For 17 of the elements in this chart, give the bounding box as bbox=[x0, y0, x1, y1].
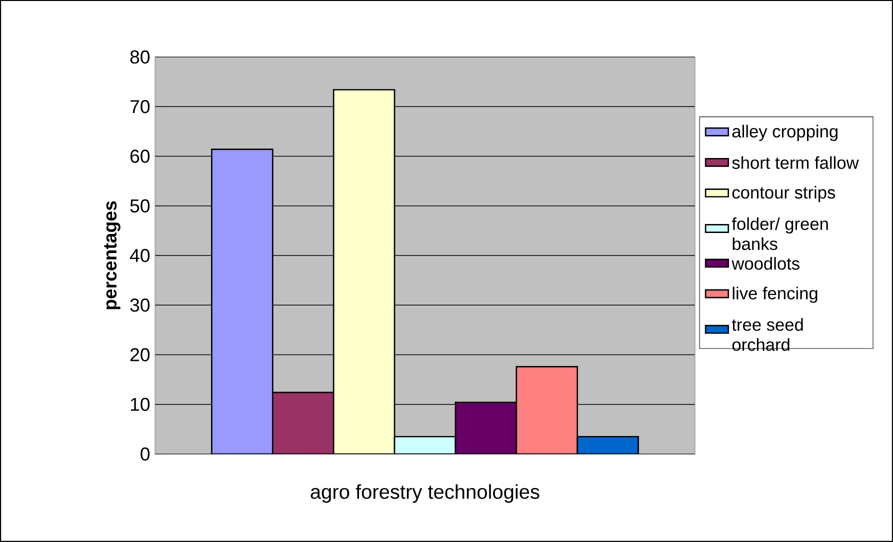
x-axis-title: agro forestry technologies bbox=[310, 484, 540, 503]
legend-label: short term fallow bbox=[732, 156, 859, 169]
y-axis-title: percentages bbox=[104, 201, 120, 310]
y-tick-label: 80 bbox=[130, 50, 150, 64]
legend-label: tree seed orchard bbox=[732, 318, 803, 351]
y-tick-label: 40 bbox=[130, 248, 150, 262]
legend-label: contour strips bbox=[732, 186, 836, 202]
legend-label: live fencing bbox=[732, 286, 818, 303]
y-tick-label: 0 bbox=[140, 447, 150, 461]
y-tick-label: 10 bbox=[130, 398, 150, 411]
y-tick-label: 60 bbox=[130, 150, 150, 163]
y-tick-label: 30 bbox=[130, 298, 150, 312]
y-tick-label: 70 bbox=[130, 100, 150, 114]
legend-label: woodlots bbox=[732, 257, 800, 270]
y-tick-label: 50 bbox=[130, 199, 150, 212]
y-tick-label: 20 bbox=[130, 348, 150, 362]
legend-label: alley cropping bbox=[732, 124, 838, 141]
